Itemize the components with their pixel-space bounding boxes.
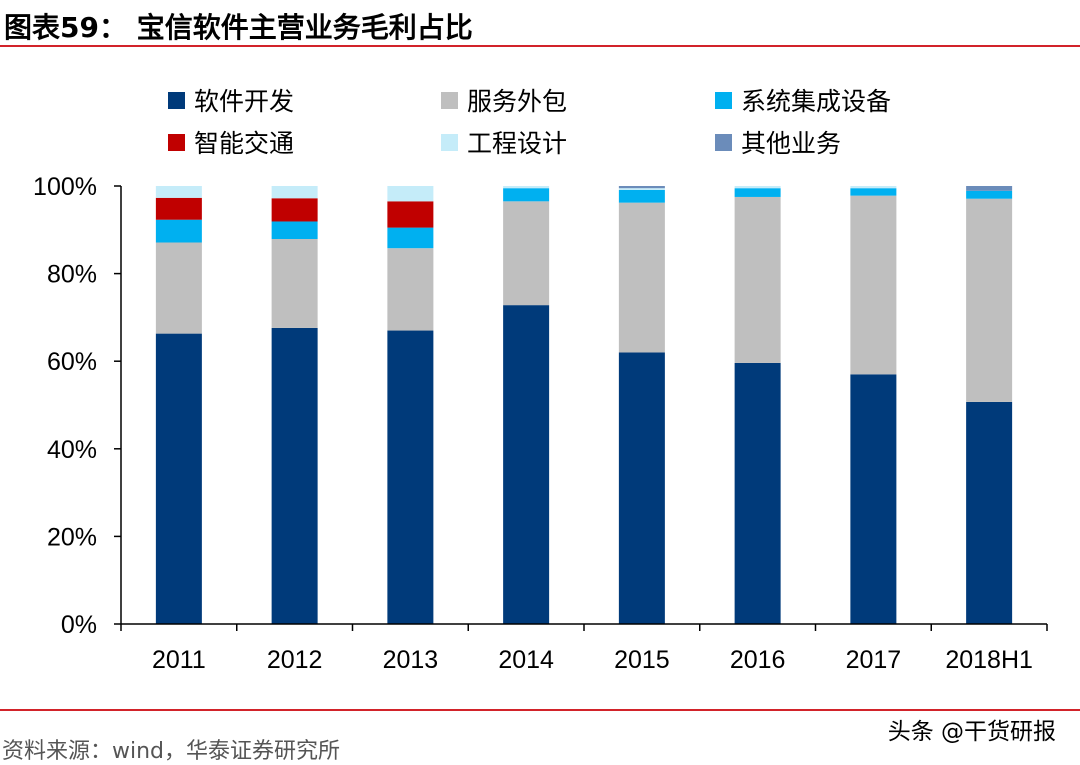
bar-segment [503,201,550,306]
bar-segment [966,190,1013,199]
bar-segment [271,198,318,222]
bar-segment [387,201,434,228]
legend-label: 软件开发 [194,87,294,116]
bar-segment [503,188,550,202]
legend-item: 工程设计 [441,129,567,158]
figure-title: 图表59： 宝信软件主营业务毛利占比 [4,11,473,44]
x-tick-label: 2017 [846,646,902,674]
legend-swatch [168,134,185,151]
x-axis: 2011 2012 2013 2014 2015 2016 2017 2018H1 [120,623,1048,674]
legend-label: 智能交通 [194,129,294,158]
y-axis: 0% 20% 40% 60% 80% 100% [33,173,122,639]
y-tick-label: 80% [47,261,97,289]
bar-segment [850,374,897,624]
x-tick-label: 2012 [267,646,323,674]
y-tick-label: 60% [47,348,97,376]
watermark: 头条 @干货研报 [887,719,1056,745]
bar-stack-2018H1 [966,186,1013,624]
bar-stack-2016 [734,186,781,624]
y-tick-label: 40% [47,436,97,464]
x-tick-label: 2011 [152,646,206,674]
bar-segment [155,197,202,220]
source-note: 资料来源：wind，华泰证券研究所 [2,739,341,764]
x-tick-label: 2014 [498,646,554,674]
y-tick-label: 20% [47,523,97,551]
bar-segment [850,195,897,375]
bars [155,186,1013,624]
bar-stack-2014 [503,186,550,624]
bar-segment [387,330,434,624]
bar-segment [618,189,665,203]
legend-item: 系统集成设备 [715,87,891,116]
bar-segment [155,242,202,334]
top-rule [0,45,1080,47]
bar-segment [503,305,550,624]
bar-segment [850,188,897,196]
legend-swatch [168,92,185,109]
x-tick-label: 2016 [730,646,786,674]
bar-segment [387,248,434,331]
bar-segment [387,227,434,249]
bar-segment [503,186,550,189]
bar-segment [618,186,665,189]
y-tick-label: 0% [61,611,97,639]
figure-header: 图表59： 宝信软件主营业务毛利占比 [0,0,1080,47]
bar-stack-2017 [850,186,897,624]
legend-label: 服务外包 [467,87,567,116]
legend-swatch [441,134,458,151]
bar-segment [850,186,897,189]
x-tick-label: 2015 [614,646,670,674]
legend-item: 其他业务 [715,129,841,158]
bar-segment [966,198,1013,402]
bar-stack-2015 [618,186,665,624]
bar-stack-2013 [387,186,434,624]
bar-segment [734,188,781,197]
bar-stack-2012 [271,186,318,624]
bar-segment [966,401,1013,624]
bar-segment [734,362,781,624]
bar-segment [271,186,318,199]
legend-label: 工程设计 [467,129,567,158]
bar-segment [155,333,202,624]
legend-label: 其他业务 [741,129,841,158]
x-tick-label: 2018H1 [945,646,1033,674]
bar-segment [387,186,434,202]
bar-segment [618,202,665,353]
legend-item: 智能交通 [168,129,294,158]
bar-segment [618,188,665,190]
bar-segment [734,196,781,363]
bar-segment [271,221,318,239]
legend-item: 服务外包 [441,87,567,116]
bar-segment [734,186,781,189]
bar-segment [271,238,318,328]
bottom-rule [0,709,1080,711]
bar-segment [966,186,1013,191]
legend-item: 软件开发 [168,87,294,116]
bar-segment [155,186,202,198]
y-tick-label: 100% [33,173,97,201]
legend-swatch [715,134,732,151]
x-tick-label: 2013 [383,646,439,674]
bar-segment [155,219,202,243]
bar-segment [271,327,318,624]
legend-label: 系统集成设备 [741,87,891,116]
bar-stack-2011 [155,186,202,624]
legend-swatch [441,92,458,109]
bar-segment [618,352,665,624]
legend-swatch [715,92,732,109]
